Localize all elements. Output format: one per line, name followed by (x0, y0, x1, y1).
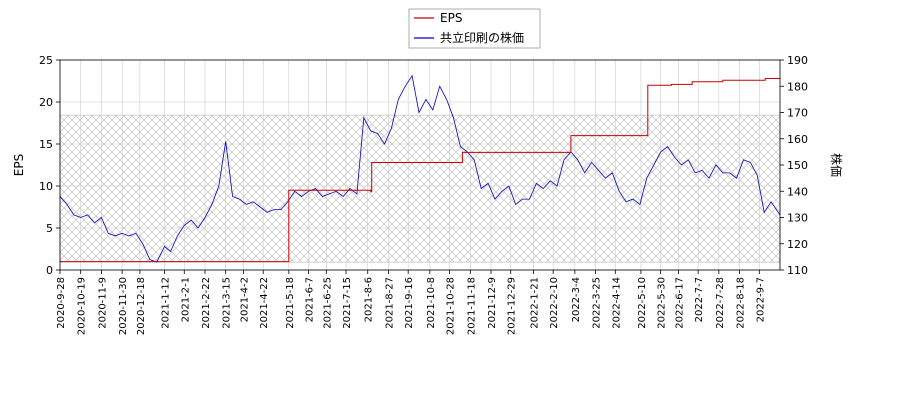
left-tick-label: 25 (39, 54, 53, 67)
x-tick-label: 2020-10-19 (77, 277, 88, 335)
x-tick-label: 2022-1-21 (529, 277, 540, 329)
right-tick-label: 160 (787, 133, 808, 146)
x-tick-label: 2022-7-28 (715, 277, 726, 329)
x-tick-label: 2021-1-12 (161, 277, 172, 329)
right-tick-label: 120 (787, 238, 808, 251)
right-tick-label: 110 (787, 264, 808, 277)
x-tick-label: 2022-5-10 (637, 277, 648, 329)
legend-eps-label: EPS (440, 11, 462, 25)
right-tick-label: 130 (787, 212, 808, 225)
x-tick-label: 2021-2-22 (201, 277, 212, 329)
x-tick-label: 2020-12-18 (136, 277, 147, 335)
hatched-band (59, 114, 781, 263)
x-tick-label: 2022-9-7 (755, 277, 766, 322)
x-tick-label: 2021-5-18 (285, 277, 296, 329)
x-tick-label: 2022-6-17 (674, 277, 685, 329)
left-axis: 0 5 10 15 20 25 (39, 54, 60, 277)
x-axis: 2020-9-28 2020-10-19 2020-11-9 2020-11-30 20… (56, 270, 766, 335)
x-tick-label: 2021-12-9 (487, 277, 498, 329)
grid (59, 59, 780, 271)
left-tick-label: 20 (39, 96, 53, 109)
x-tick-label: 2021-10-8 (426, 277, 437, 329)
x-tick-label: 2022-5-30 (657, 277, 668, 329)
eps-series-line (60, 78, 780, 263)
legend-price-label: 共立印刷の株価 (440, 30, 524, 45)
right-tick-label: 170 (787, 107, 808, 120)
stock-price-series-line (60, 74, 780, 263)
x-tick-label: 2021-12-29 (507, 277, 518, 335)
x-tick-label: 2021-11-18 (466, 277, 477, 335)
x-tick-label: 2021-4-22 (259, 277, 270, 329)
x-tick-label: 2021-2-1 (180, 277, 191, 322)
x-tick-label: 2021-7-15 (342, 277, 353, 329)
x-tick-label: 2020-11-30 (118, 277, 129, 335)
left-tick-label: 15 (39, 138, 53, 151)
x-tick-label: 2022-7-7 (694, 277, 705, 322)
right-axis-label: 株価 (829, 153, 844, 177)
right-tick-label: 140 (787, 185, 808, 198)
x-tick-label: 2022-8-18 (736, 277, 747, 329)
legend-box (408, 8, 541, 49)
left-tick-label: 0 (46, 264, 53, 277)
x-tick-label: 2022-4-14 (611, 277, 622, 329)
x-tick-label: 2021-6-25 (322, 277, 333, 329)
left-axis-label: EPS (12, 154, 26, 176)
x-tick-label: 2021-10-28 (446, 277, 457, 335)
right-tick-label: 150 (787, 159, 808, 172)
left-tick-label: 10 (39, 180, 53, 193)
x-tick-label: 2020-9-28 (56, 277, 67, 329)
x-tick-label: 2021-9-16 (404, 277, 415, 329)
x-tick-label: 2021-8-6 (364, 277, 375, 322)
x-tick-label: 2021-8-27 (384, 277, 395, 329)
x-tick-label: 2022-2-10 (549, 277, 560, 329)
x-tick-label: 2022-3-4 (571, 277, 582, 322)
x-tick-label: 2021-6-7 (305, 277, 316, 322)
legend: EPS 共立印刷の株価 (408, 8, 541, 49)
x-tick-label: 2021-3-15 (222, 277, 233, 329)
right-tick-label: 190 (787, 54, 808, 67)
left-tick-label: 5 (46, 222, 53, 235)
x-tick-label: 2022-3-25 (592, 277, 603, 329)
right-tick-label: 180 (787, 80, 808, 93)
right-axis: 110 120 130 140 150 160 170 180 190 (780, 54, 808, 277)
x-tick-label: 2020-11-9 (97, 277, 108, 329)
x-tick-label: 2021-4-2 (239, 277, 250, 322)
